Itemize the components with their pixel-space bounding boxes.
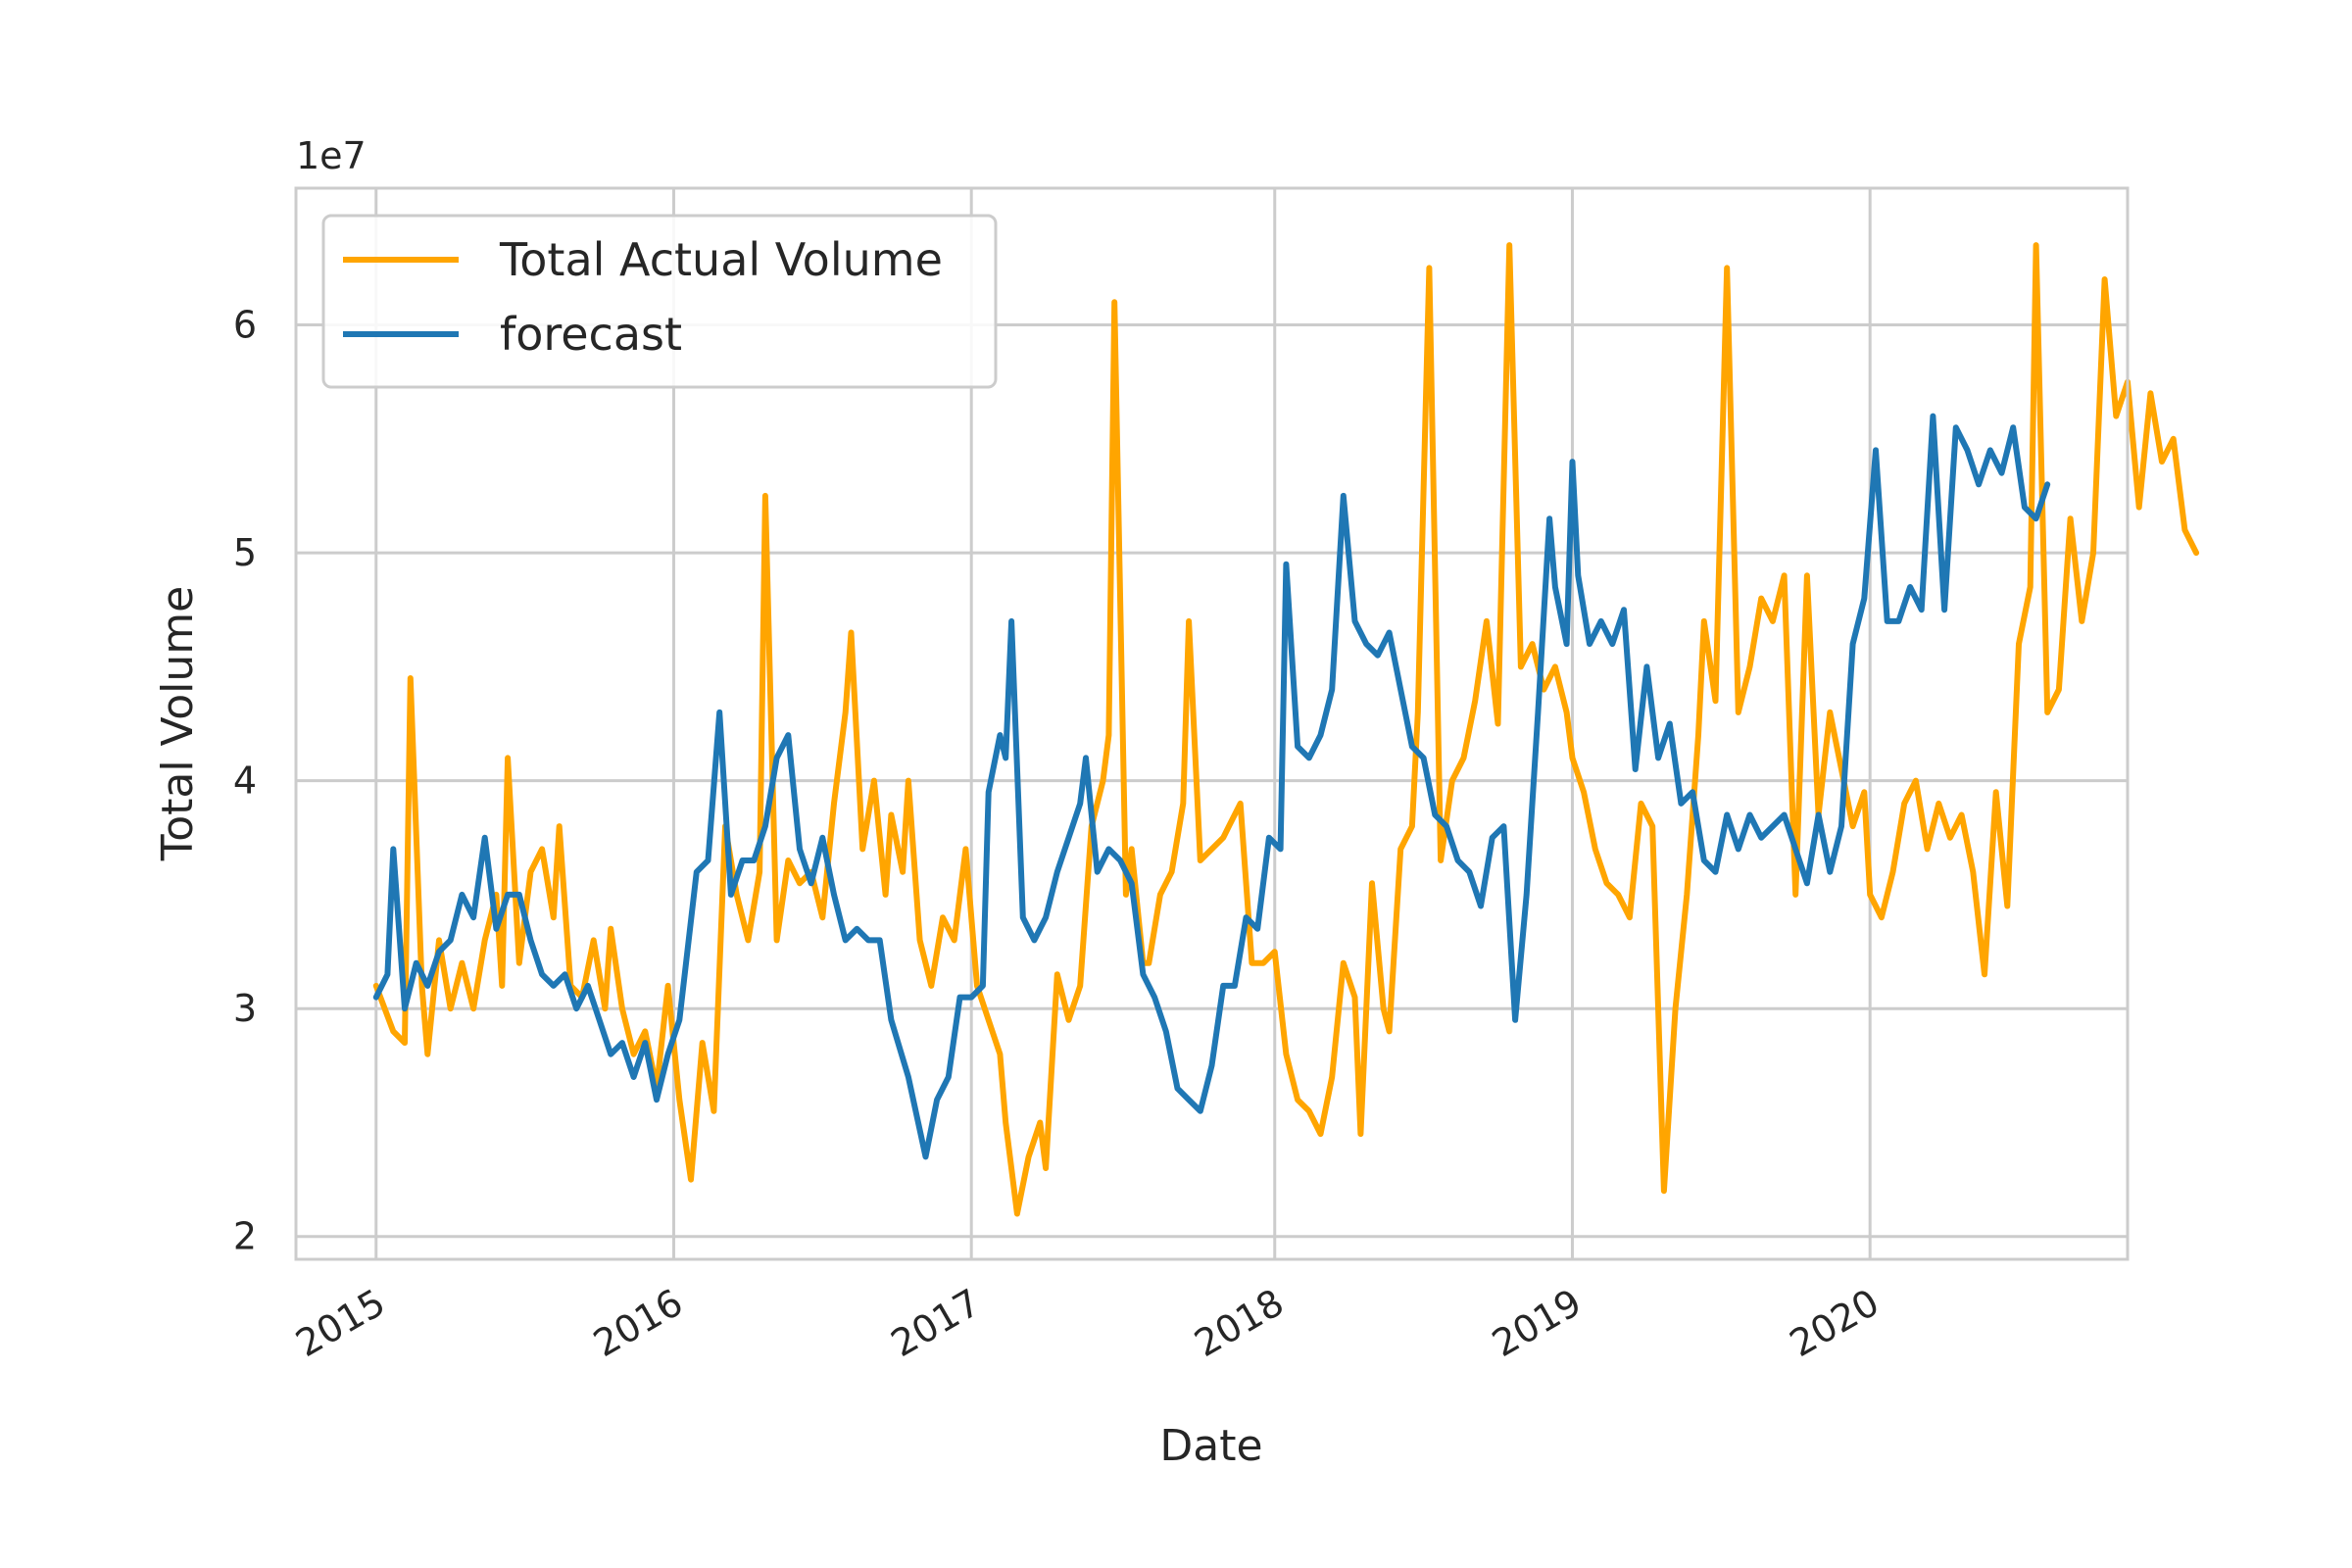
x-axis-title: Date: [1159, 1421, 1262, 1471]
y-tick-label: 3: [233, 987, 257, 1030]
y-offset-text: 1e7: [296, 134, 367, 177]
y-tick-label: 5: [233, 531, 257, 574]
y-tick-label: 2: [233, 1215, 257, 1258]
y-tick-labels: 2 3 4 5 6: [233, 304, 257, 1258]
y-tick-label: 4: [233, 760, 257, 803]
legend-box: [321, 214, 998, 389]
y-axis-title: Total Volume: [153, 586, 203, 861]
legend: Total Actual Volume forecast: [321, 214, 998, 389]
series-line-forecast: [372, 413, 2051, 1160]
plot-frame: [294, 186, 2130, 1261]
series-layer: [372, 242, 2200, 1217]
legend-label-actual: Total Actual Volume: [499, 233, 943, 286]
y-tick-label: 6: [233, 304, 257, 347]
legend-label-forecast: forecast: [500, 308, 682, 361]
